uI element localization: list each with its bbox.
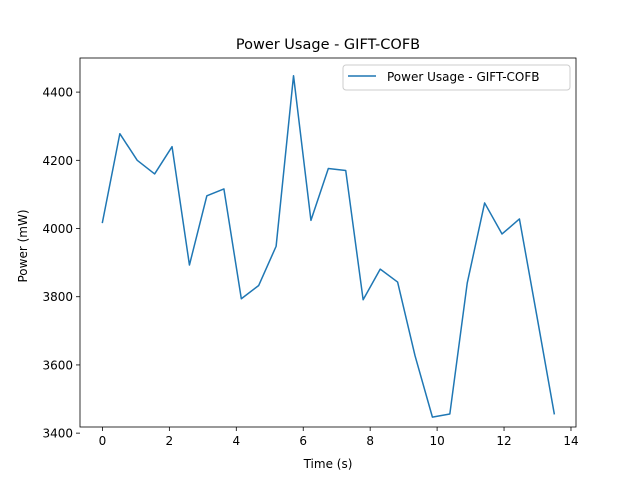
- legend-label: Power Usage - GIFT-COFB: [387, 70, 540, 84]
- x-tick-label: 10: [429, 434, 444, 448]
- x-tick-label: 8: [366, 434, 374, 448]
- y-tick-label: 3600: [42, 358, 73, 372]
- x-tick-label: 14: [563, 434, 578, 448]
- x-tick-label: 0: [99, 434, 107, 448]
- y-tick-label: 4000: [42, 222, 73, 236]
- plot-area: [79, 57, 577, 428]
- plot-frame: [79, 57, 577, 428]
- chart-title: Power Usage - GIFT-COFB: [236, 37, 420, 53]
- y-tick-label: 4200: [42, 154, 73, 168]
- legend: Power Usage - GIFT-COFB: [342, 64, 571, 91]
- y-axis: 3400 3600 3800 4000 4200 4400: [42, 86, 80, 441]
- y-axis-label: Power (mW): [16, 209, 30, 282]
- y-tick-label: 3400: [42, 427, 73, 441]
- x-tick-label: 2: [166, 434, 174, 448]
- x-axis: 0 2 4 6 8 10 12 14: [99, 427, 579, 448]
- series-line: [101, 74, 556, 418]
- y-tick-label: 4400: [42, 86, 73, 100]
- x-axis-label: Time (s): [303, 457, 353, 471]
- legend-box: [342, 64, 571, 91]
- x-tick-label: 12: [496, 434, 511, 448]
- x-tick-label: 4: [232, 434, 240, 448]
- x-tick-label: 6: [299, 434, 307, 448]
- y-tick-label: 3800: [42, 290, 73, 304]
